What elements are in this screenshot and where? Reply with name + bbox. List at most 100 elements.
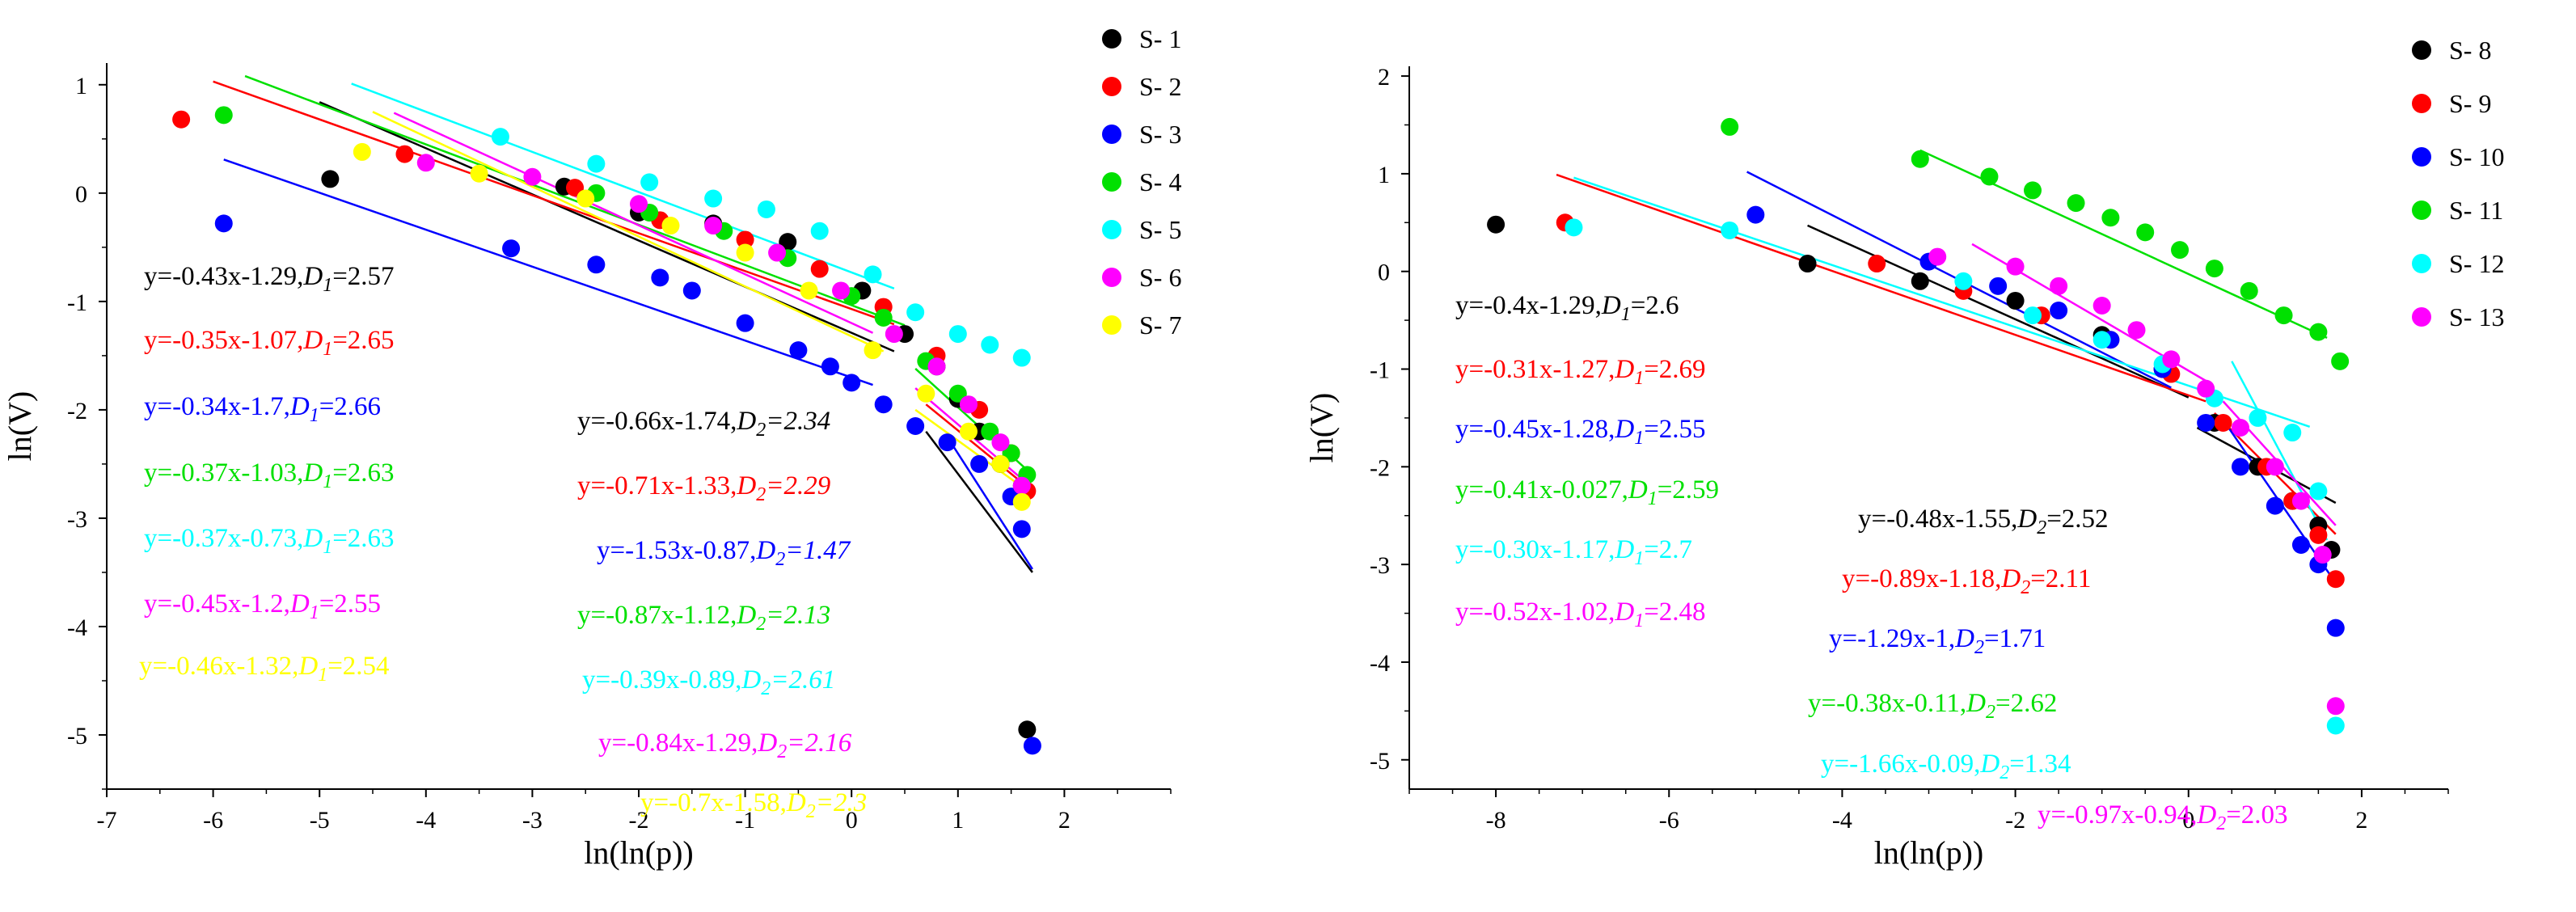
point-s-9 (2326, 570, 2345, 589)
dimension-value: =2.63 (332, 524, 394, 553)
point-s-5 (1012, 348, 1031, 367)
point-s-12 (1954, 272, 1973, 290)
equation-text: y=-0.37x-1.03, (144, 458, 303, 488)
left-y-tick-label: 0 (75, 181, 87, 208)
point-s-10 (2291, 535, 2310, 554)
dimension-subscript: 1 (310, 602, 319, 623)
legend-label-s-2: S- 2 (1139, 72, 1181, 101)
right-y-axis-label: ln(V) (1303, 393, 1340, 463)
dimension-value: =2.3 (816, 788, 868, 817)
point-s-3 (214, 214, 233, 233)
dimension-subscript: 2 (756, 420, 766, 441)
point-s-3 (1023, 737, 1041, 755)
dimension-symbol: D (2000, 564, 2021, 593)
right-fit-line-9 (2231, 361, 2329, 541)
point-s-13 (1928, 247, 1947, 266)
legend-marker-s-5 (1102, 220, 1121, 239)
right-fit-equation: y=-0.97x-0.94,D2=2.03 (2038, 800, 2288, 834)
dimension-subscript: 2 (806, 801, 816, 822)
dimension-value: =1.47 (785, 536, 851, 565)
point-s-7 (959, 422, 978, 441)
point-s-13 (2266, 458, 2284, 476)
point-s-1 (779, 233, 797, 251)
point-s-11 (2067, 194, 2085, 213)
point-s-6 (885, 325, 903, 344)
equation-text: y=-0.66x-1.74, (577, 407, 737, 436)
left-x-tick-label: -5 (310, 807, 330, 834)
dimension-subscript: 1 (310, 405, 319, 426)
point-s-11 (2205, 260, 2223, 278)
right-fit-line-1 (1556, 173, 2206, 403)
dimension-subscript: 1 (1634, 428, 1644, 449)
legend-marker-s-6 (1102, 268, 1121, 287)
dimension-value: =2.13 (766, 601, 830, 630)
equation-text: y=-0.71x-1.33, (577, 471, 737, 500)
left-x-tick-label: 1 (952, 807, 964, 834)
point-s-13 (2326, 697, 2345, 716)
dimension-subscript: 1 (323, 537, 332, 558)
equation-text: y=-0.43x-1.29, (144, 262, 303, 291)
dimension-subscript: 1 (323, 471, 332, 492)
dimension-subscript: 2 (1974, 637, 1984, 658)
legend-marker-s-9 (2412, 94, 2431, 113)
left-fit-line-0 (319, 101, 895, 353)
equation-text: y=-0.7x-1.58, (640, 788, 787, 817)
dimension-value: =2.11 (2030, 564, 2091, 593)
point-s-12 (2092, 331, 2111, 349)
point-s-6 (416, 154, 435, 172)
point-s-5 (864, 265, 882, 284)
point-s-11 (1911, 150, 1929, 168)
point-s-4 (948, 384, 967, 403)
dimension-symbol: D (2196, 800, 2216, 830)
point-s-3 (587, 255, 606, 274)
point-s-13 (2092, 296, 2111, 315)
equation-text: y=-1.53x-0.87, (597, 536, 756, 565)
right-x-tick-label: -2 (2005, 807, 2025, 834)
legend-label-s-10: S- 10 (2449, 142, 2504, 171)
point-s-7 (1012, 492, 1031, 511)
left-y-axis-label: ln(V) (2, 391, 38, 462)
point-s-3 (874, 395, 893, 414)
right-x-tick-label: -8 (1486, 807, 1506, 834)
left-fit-equation: y=-1.53x-0.87,D2=1.47 (597, 536, 851, 570)
point-s-10 (1746, 205, 1765, 224)
dimension-value: =2.59 (1658, 475, 1719, 505)
right-y-tick-label: 2 (1378, 64, 1390, 91)
right-fit-equation: y=-0.38x-0.11,D2=2.62 (1808, 689, 2057, 723)
left-fit-equation: y=-0.35x-1.07,D1=2.65 (144, 326, 395, 360)
point-s-3 (651, 268, 669, 287)
right-x-tick-label: -6 (1659, 807, 1679, 834)
dimension-value: =2.29 (766, 471, 830, 500)
dimension-subscript: 2 (2000, 762, 2009, 783)
legend-marker-s-13 (2412, 307, 2431, 327)
point-s-3 (502, 239, 521, 258)
dimension-value: =2.66 (319, 392, 381, 421)
equation-text: y=-0.97x-0.94, (2038, 800, 2197, 830)
point-s-5 (491, 128, 509, 146)
dimension-value: =2.48 (1644, 597, 1705, 627)
right-y-tick-label: 1 (1378, 162, 1390, 188)
equation-text: y=-0.52x-1.02, (1455, 597, 1615, 627)
point-s-5 (587, 154, 606, 173)
dimension-subscript: 2 (2037, 517, 2046, 538)
equation-text: y=-0.4x-1.29, (1455, 291, 1602, 320)
dimension-symbol: D (736, 601, 756, 630)
legend-label-s-8: S- 8 (2449, 36, 2491, 65)
dimension-subscript: 1 (1634, 368, 1644, 389)
point-s-7 (353, 142, 371, 161)
dimension-value: =2.62 (1995, 689, 2057, 718)
right-y-tick-label: -1 (1370, 357, 1390, 384)
right-fit-equation: y=-0.45x-1.28,D1=2.55 (1455, 415, 1706, 449)
point-s-10 (2326, 619, 2345, 637)
left-y-tick-label: -5 (67, 723, 87, 749)
point-s-6 (1012, 476, 1031, 495)
left-y-tick-label: -1 (67, 289, 87, 316)
equation-text: y=-1.29x-1, (1829, 624, 1955, 653)
equation-text: y=-0.45x-1.28, (1455, 415, 1615, 444)
dimension-symbol: D (1614, 597, 1634, 627)
point-s-7 (661, 217, 680, 235)
dimension-value: =2.69 (1644, 355, 1705, 384)
dimension-symbol: D (289, 589, 310, 619)
dimension-subscript: 2 (761, 678, 771, 699)
dimension-symbol: D (1614, 415, 1634, 444)
